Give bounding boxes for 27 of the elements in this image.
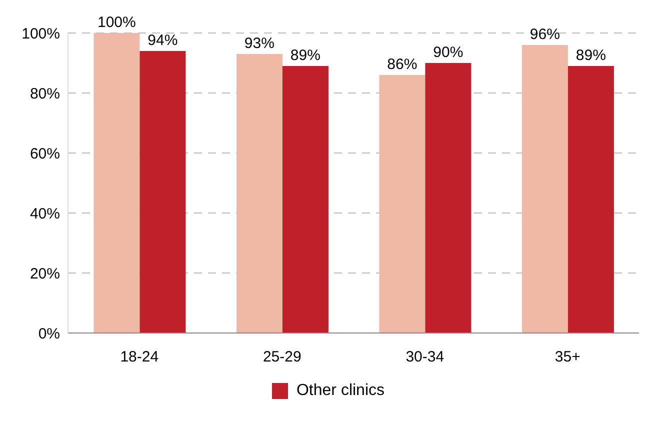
bar [425, 63, 472, 333]
bar [379, 75, 426, 333]
data-label: 89% [290, 47, 320, 64]
bar [568, 66, 614, 333]
data-label: 89% [576, 47, 606, 64]
y-tick-label: 100% [22, 25, 60, 42]
data-label: 100% [98, 14, 136, 31]
bar [94, 33, 140, 333]
data-label: 96% [530, 26, 560, 43]
y-tick-label: 40% [30, 205, 60, 222]
x-tick-label: 18-24 [120, 348, 159, 366]
bar [282, 66, 328, 333]
legend-label: Other clinics [296, 382, 385, 400]
data-label: 90% [433, 44, 464, 61]
x-tick-label: 30-34 [406, 348, 444, 366]
data-label: 93% [244, 35, 274, 52]
y-tick-label: 60% [30, 145, 60, 162]
data-label: 86% [387, 56, 418, 73]
bar [140, 51, 186, 333]
y-tick-label: 80% [30, 85, 60, 102]
x-tick-label: 35+ [554, 348, 581, 366]
bar [522, 45, 568, 333]
data-label: 94% [148, 32, 178, 49]
y-tick-label: 0% [38, 325, 60, 342]
y-tick-label: 20% [30, 265, 60, 282]
bar [236, 54, 282, 333]
x-tick-label: 25-29 [262, 348, 302, 366]
